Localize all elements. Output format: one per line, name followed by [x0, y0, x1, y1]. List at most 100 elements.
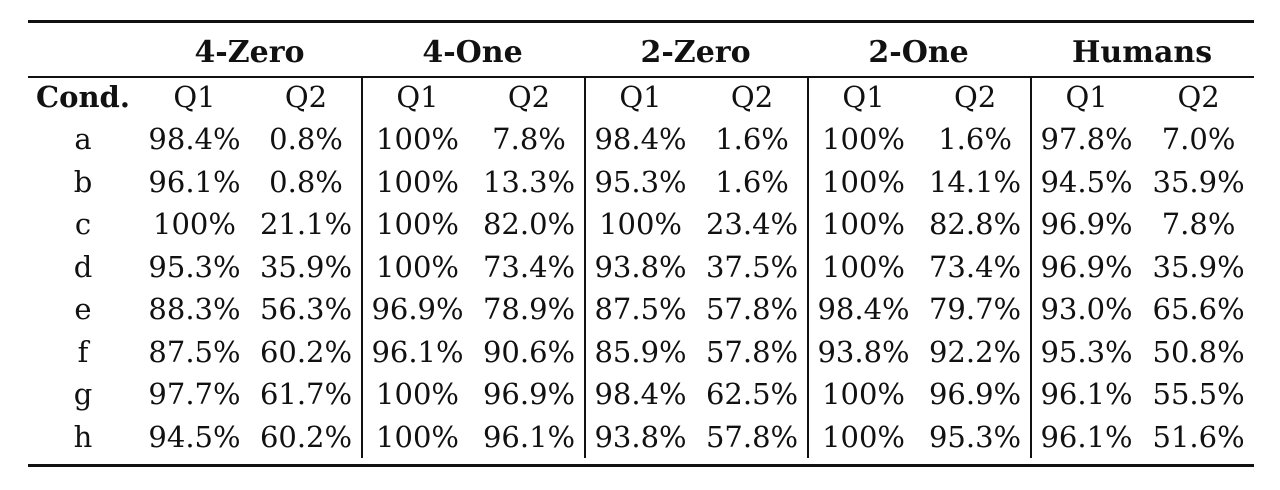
value-cell: 1.6% [715, 122, 789, 157]
value-cell: 23.4% [705, 207, 799, 242]
value-cell: 90.6% [482, 334, 576, 369]
cond-cell: h [73, 419, 93, 454]
value-cell: 100% [822, 249, 905, 284]
sub-header-q2: Q2 [1177, 80, 1220, 114]
value-cell: 61.7% [259, 377, 353, 412]
value-cell: 100% [822, 122, 905, 157]
value-cell: 100% [376, 377, 459, 412]
value-cell: 100% [822, 207, 905, 242]
table-row: h 94.5% 60.2% 100% 96.1% 93.8% 57.8% 100% 95.3% 9… [28, 416, 1254, 459]
value-cell: 88.3% [148, 292, 241, 327]
cond-cell: f [77, 334, 89, 369]
value-cell: 96.9% [1040, 207, 1133, 242]
sub-header-q1: Q1 [173, 80, 216, 114]
value-cell: 35.9% [1152, 249, 1245, 284]
group-header-row: 4-Zero 4-One 2-Zero 2-One Humans [28, 28, 1254, 76]
table-row: d 95.3% 35.9% 100% 73.4% 93.8% 37.5% 100% 73.4% 9… [28, 246, 1254, 289]
value-cell: 95.3% [594, 164, 687, 199]
value-cell: 51.6% [1152, 419, 1245, 454]
sub-header-q2: Q2 [284, 80, 328, 114]
value-cell: 95.3% [928, 419, 1022, 454]
column-separator [807, 76, 809, 458]
value-cell: 96.9% [371, 292, 464, 327]
value-cell: 98.4% [817, 292, 910, 327]
table-row: b 96.1% 0.8% 100% 13.3% 95.3% 1.6% 100% 14.1% 94.… [28, 161, 1254, 204]
value-cell: 87.5% [594, 292, 687, 327]
value-cell: 96.1% [482, 419, 576, 454]
value-cell: 97.7% [148, 377, 241, 412]
value-cell: 100% [599, 207, 682, 242]
value-cell: 57.8% [705, 292, 799, 327]
value-cell: 37.5% [705, 249, 799, 284]
value-cell: 57.8% [705, 419, 799, 454]
value-cell: 96.9% [928, 377, 1022, 412]
results-table: 4-Zero 4-One 2-Zero 2-One Humans Cond. Q… [28, 28, 1254, 458]
value-cell: 82.8% [928, 207, 1022, 242]
table-top-rule [28, 20, 1254, 23]
value-cell: 94.5% [148, 419, 241, 454]
value-cell: 1.6% [938, 122, 1012, 157]
table-body: a 98.4% 0.8% 100% 7.8% 98.4% 1.6% 100% 1.6% 97.8%… [28, 118, 1254, 458]
value-cell: 100% [376, 122, 459, 157]
cond-cell: b [73, 164, 93, 199]
value-cell: 100% [822, 164, 905, 199]
value-cell: 100% [822, 419, 905, 454]
sub-header-row: Cond. Q1 Q2 Q1 Q2 Q1 Q2 Q1 Q2 Q1 Q2 [28, 76, 1254, 118]
value-cell: 73.4% [482, 249, 576, 284]
group-header-4-zero: 4-Zero [194, 34, 305, 70]
cond-cell: d [73, 249, 93, 284]
sub-header-q1: Q1 [619, 80, 662, 114]
value-cell: 100% [153, 207, 236, 242]
corner-cell [28, 28, 138, 76]
value-cell: 78.9% [482, 292, 576, 327]
value-cell: 96.9% [1040, 249, 1133, 284]
value-cell: 98.4% [594, 122, 687, 157]
value-cell: 7.8% [492, 122, 566, 157]
value-cell: 93.8% [594, 249, 687, 284]
table-row: f 87.5% 60.2% 96.1% 90.6% 85.9% 57.8% 93.8% 92.2… [28, 331, 1254, 374]
value-cell: 94.5% [1040, 164, 1133, 199]
value-cell: 100% [822, 377, 905, 412]
value-cell: 35.9% [259, 249, 353, 284]
value-cell: 50.8% [1152, 334, 1245, 369]
value-cell: 96.1% [1040, 377, 1133, 412]
value-cell: 82.0% [482, 207, 576, 242]
value-cell: 14.1% [928, 164, 1022, 199]
table-row: c 100% 21.1% 100% 82.0% 100% 23.4% 100% 82.8% 96.… [28, 203, 1254, 246]
value-cell: 96.1% [371, 334, 464, 369]
value-cell: 95.3% [1040, 334, 1133, 369]
value-cell: 35.9% [1152, 164, 1245, 199]
sub-header-q1: Q1 [1065, 80, 1108, 114]
value-cell: 56.3% [259, 292, 353, 327]
group-header-4-one: 4-One [422, 34, 523, 70]
value-cell: 100% [376, 207, 459, 242]
sub-header-q1: Q1 [396, 80, 439, 114]
value-cell: 73.4% [928, 249, 1022, 284]
sub-header-q2: Q2 [953, 80, 997, 114]
value-cell: 97.8% [1040, 122, 1133, 157]
cond-cell: g [73, 377, 93, 412]
value-cell: 60.2% [259, 334, 353, 369]
value-cell: 65.6% [1152, 292, 1245, 327]
value-cell: 0.8% [269, 122, 343, 157]
value-cell: 96.1% [148, 164, 241, 199]
value-cell: 0.8% [269, 164, 343, 199]
cond-cell: e [74, 292, 92, 327]
value-cell: 93.8% [817, 334, 910, 369]
group-header-humans: Humans [1072, 34, 1213, 70]
value-cell: 13.3% [482, 164, 576, 199]
value-cell: 60.2% [259, 419, 353, 454]
value-cell: 96.1% [1040, 419, 1133, 454]
value-cell: 100% [376, 419, 459, 454]
table-row: a 98.4% 0.8% 100% 7.8% 98.4% 1.6% 100% 1.6% 97.8%… [28, 118, 1254, 161]
cond-header: Cond. [36, 80, 130, 114]
value-cell: 92.2% [928, 334, 1022, 369]
group-header-2-zero: 2-Zero [640, 34, 751, 70]
value-cell: 1.6% [715, 164, 789, 199]
table-row: g 97.7% 61.7% 100% 96.9% 98.4% 62.5% 100% 96.9% 9… [28, 373, 1254, 416]
column-separator [361, 76, 363, 458]
sub-header-q1: Q1 [842, 80, 885, 114]
value-cell: 62.5% [705, 377, 799, 412]
table-header-rule [28, 76, 1254, 78]
value-cell: 93.8% [594, 419, 687, 454]
